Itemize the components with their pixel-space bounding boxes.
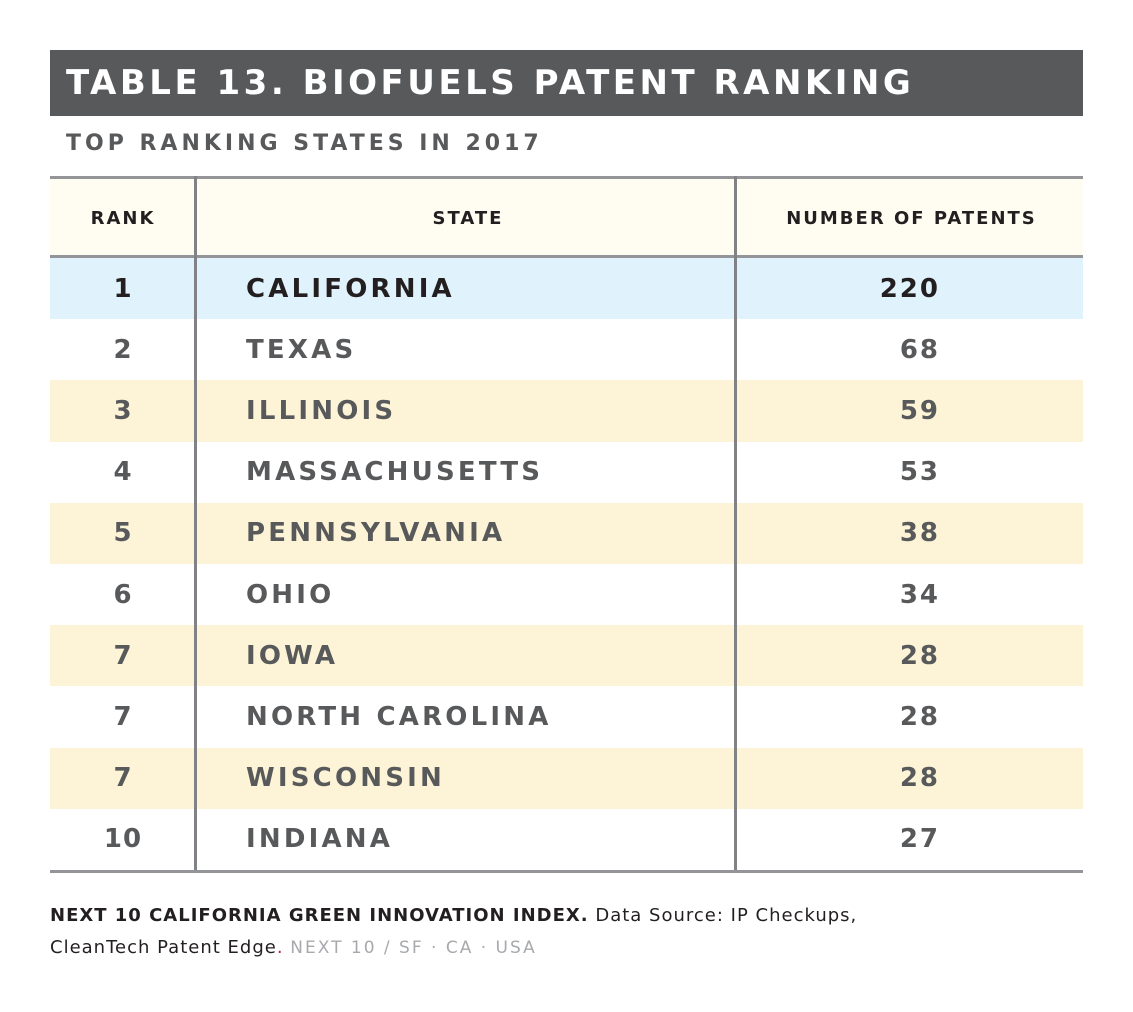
state-cell: PENNSYLVANIA [246, 518, 506, 549]
state-cell: INDIANA [246, 824, 394, 855]
rank-cell: 1 [113, 273, 133, 304]
state-cell: TEXAS [246, 334, 357, 365]
footer-org: NEXT 10 / SF · CA · USA [290, 938, 537, 958]
header-state: STATE [432, 208, 504, 229]
table-row: 5 PENNSYLVANIA 38 [50, 502, 1083, 564]
header-rank: RANK [90, 208, 156, 229]
patents-cell: 34 [899, 579, 940, 610]
state-cell: OHIO [246, 579, 335, 610]
state-cell: NORTH CAROLINA [246, 701, 552, 732]
state-cell: WISCONSIN [246, 763, 445, 794]
rank-cell: 7 [113, 701, 133, 732]
header-rule [50, 255, 1083, 259]
column-divider-rank [194, 176, 197, 870]
footer-source: Data Source: IP Checkups, [595, 905, 858, 926]
table-header-row: RANK STATE NUMBER OF PATENTS [50, 179, 1083, 258]
table-title: TABLE 13. BIOFUELS PATENT RANKING [66, 63, 915, 103]
table-row: 2 TEXAS 68 [50, 319, 1083, 380]
column-divider-state [734, 176, 737, 870]
patents-cell: 53 [899, 457, 940, 488]
rank-cell: 2 [113, 334, 133, 365]
table-row: 4 MASSACHUSETTS 53 [50, 442, 1083, 503]
state-cell: CALIFORNIA [246, 273, 455, 304]
footer-line-1: NEXT 10 CALIFORNIA GREEN INNOVATION INDE… [50, 900, 1083, 932]
rank-cell: 4 [113, 457, 133, 488]
patents-cell: 27 [899, 824, 940, 855]
patents-cell: 38 [899, 518, 940, 549]
footer-line-2: CleanTech Patent Edge. NEXT 10 / SF · CA… [50, 932, 1083, 964]
footer-brand: NEXT 10 CALIFORNIA GREEN INNOVATION INDE… [50, 905, 589, 926]
rank-cell: 6 [113, 579, 133, 610]
table-row: 6 OHIO 34 [50, 564, 1083, 625]
rank-cell: 3 [113, 395, 133, 426]
patents-cell: 28 [899, 701, 940, 732]
rank-cell: 7 [113, 763, 133, 794]
table-subtitle: TOP RANKING STATES IN 2017 [66, 131, 543, 156]
table-row: 3 ILLINOIS 59 [50, 380, 1083, 442]
rank-cell: 5 [113, 518, 133, 549]
state-cell: ILLINOIS [246, 395, 397, 426]
patents-cell: 220 [879, 273, 940, 304]
rank-cell: 10 [103, 824, 143, 855]
footer-credit: NEXT 10 CALIFORNIA GREEN INNOVATION INDE… [50, 900, 1083, 964]
table-body: 1 CALIFORNIA 220 2 TEXAS 68 3 ILLINOIS 5… [50, 258, 1083, 870]
table-row: 7 WISCONSIN 28 [50, 747, 1083, 809]
table-row: 7 NORTH CAROLINA 28 [50, 686, 1083, 747]
rank-cell: 7 [113, 640, 133, 671]
footer-period: . [276, 937, 284, 958]
patents-cell: 68 [899, 334, 940, 365]
patents-cell: 28 [899, 763, 940, 794]
table-bottom-rule [50, 870, 1083, 873]
table-top-rule [50, 176, 1083, 179]
table-row: 10 INDIANA 27 [50, 809, 1083, 870]
footer-source-name: CleanTech Patent Edge [50, 937, 277, 958]
table-row: 1 CALIFORNIA 220 [50, 258, 1083, 320]
patents-cell: 59 [899, 395, 940, 426]
state-cell: IOWA [246, 640, 339, 671]
patents-cell: 28 [899, 640, 940, 671]
state-cell: MASSACHUSETTS [246, 457, 544, 488]
table-row: 7 IOWA 28 [50, 625, 1083, 687]
title-bar: TABLE 13. BIOFUELS PATENT RANKING [50, 50, 1083, 116]
header-patents: NUMBER OF PATENTS [786, 208, 1037, 229]
